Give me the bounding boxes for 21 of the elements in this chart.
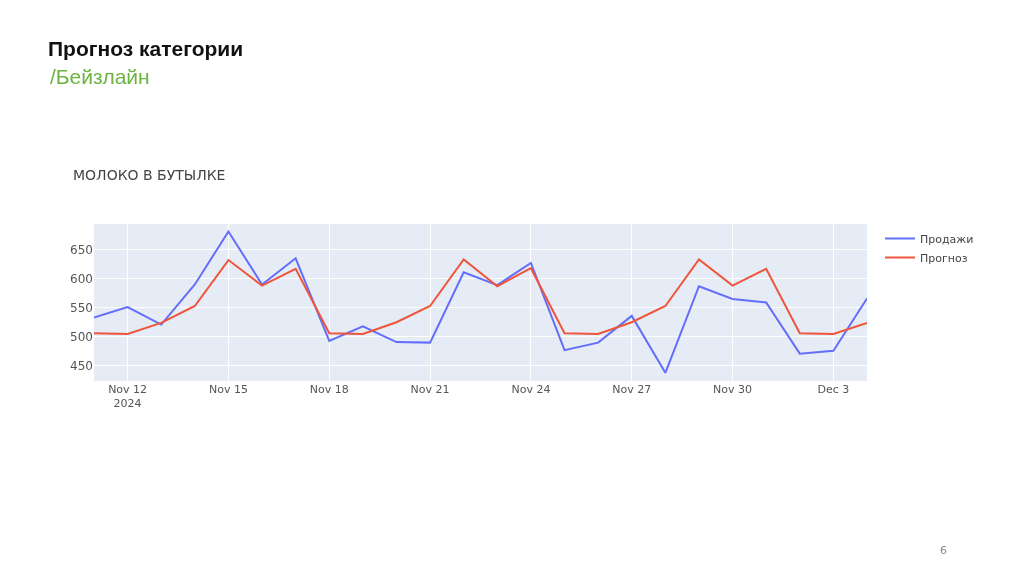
x-tick-label: Nov 24 — [511, 383, 551, 396]
x-tick-label: Nov 15 — [208, 383, 248, 396]
y-tick-label: 650 — [70, 242, 93, 257]
text: МОЛОКО В БУТЫЛКЕ — [73, 167, 226, 183]
legend-label: Продажи — [920, 232, 974, 246]
line-series — [94, 258, 867, 335]
text: 6 — [940, 544, 947, 557]
y-tick-label: 450 — [70, 359, 93, 374]
chart-subtitle: /Бейзлайн — [50, 65, 150, 88]
x-tick-label: Nov 12 2024 — [108, 383, 148, 411]
y-tick-label: 550 — [70, 300, 93, 315]
x-tick-label: Nov 27 — [612, 383, 652, 396]
y-tick-label: 600 — [70, 271, 93, 286]
y-tick-label: 500 — [70, 330, 93, 345]
legend-label: Прогноз — [920, 251, 968, 265]
line-series — [94, 230, 867, 374]
x-tick-label: Nov 21 — [410, 383, 450, 396]
x-tick-label: Nov 30 — [713, 383, 753, 396]
x-tick-label: Dec 3 — [817, 383, 850, 396]
x-tick-label: Nov 18 — [309, 383, 349, 396]
chart-title: Прогноз категории — [48, 37, 244, 61]
